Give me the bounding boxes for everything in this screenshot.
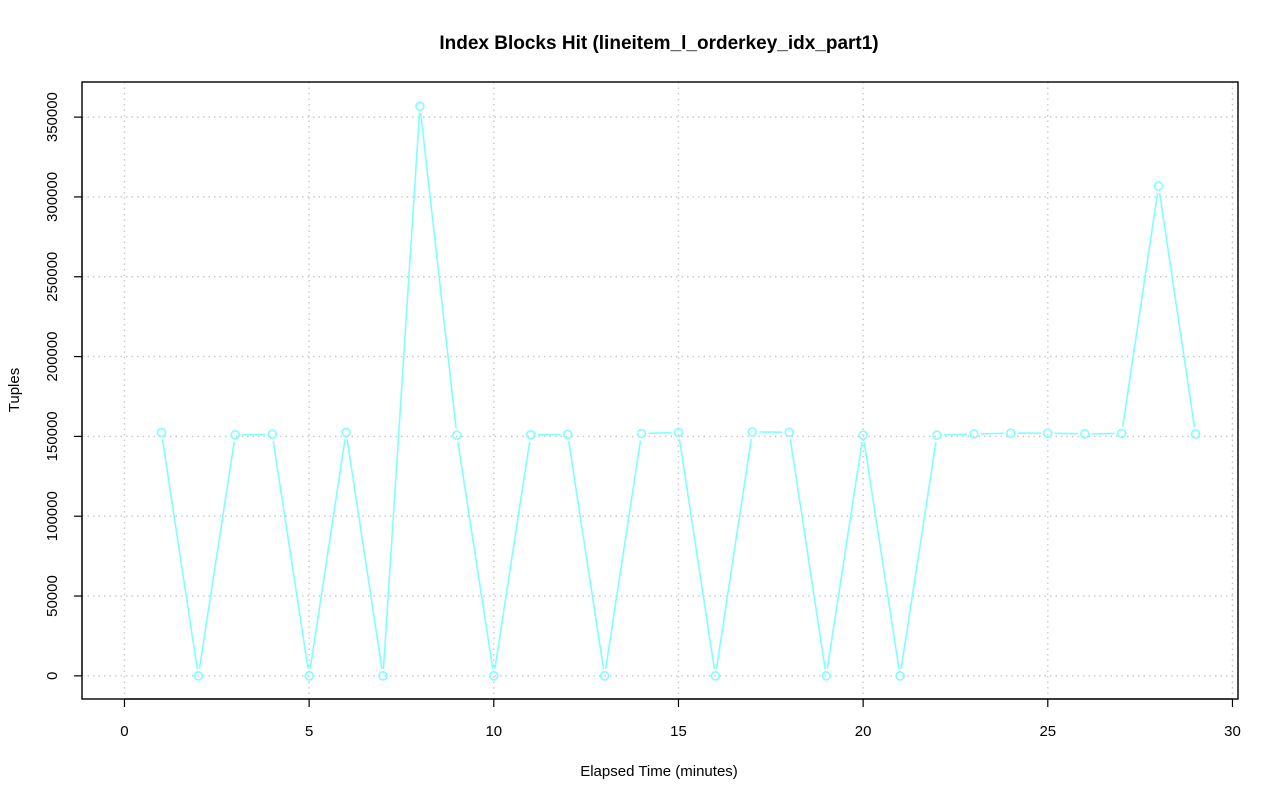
series-0-segment-3: [272, 441, 309, 670]
series-0-point-16: [747, 427, 758, 437]
series-0-point-11: [562, 429, 573, 440]
series-0-point-15: [710, 671, 721, 681]
series-0-segment-21: [943, 433, 967, 436]
series-0-segment-7: [419, 113, 457, 429]
y-tick-label-3: 150000: [44, 411, 61, 461]
series-0-point-7: [415, 101, 425, 112]
y-tick-label-7: 350000: [44, 92, 61, 142]
y-axis-label: Tuples: [6, 368, 23, 412]
series-0-point-6: [378, 671, 388, 681]
series-0-point-8: [452, 430, 462, 440]
series-0-point-13: [636, 428, 647, 439]
x-tick-label-3: 15: [670, 723, 687, 740]
series-0-point-23: [1006, 428, 1016, 439]
series-0-point-1: [193, 671, 204, 681]
series-0-point-26: [1116, 428, 1127, 439]
series-0-segment-8: [457, 441, 494, 670]
series-0-point-3: [267, 429, 278, 440]
y-tick-label-6: 300000: [44, 172, 61, 222]
x-tick-label-6: 30: [1224, 723, 1241, 740]
x-tick-label-5: 25: [1039, 723, 1056, 740]
series-0-point-12: [599, 671, 610, 681]
series-0-segment-13: [648, 431, 672, 435]
x-axis-label: Elapsed Time (minutes): [580, 763, 738, 780]
plot-frame: [81, 81, 1239, 700]
series-0-segment-11: [567, 441, 605, 670]
x-tick-label-0: 0: [120, 723, 128, 740]
series-0-segment-5: [346, 439, 383, 670]
series-0-segment-18: [826, 441, 863, 670]
series-0-point-14: [673, 427, 684, 438]
y-tick-label-4: 200000: [44, 332, 61, 382]
series-0-segment-19: [863, 441, 900, 670]
series-0-segment-4: [309, 439, 346, 670]
chart-title: Index Blocks Hit (lineitem_l_orderkey_id…: [439, 33, 878, 54]
y-tick-label-5: 250000: [44, 252, 61, 302]
series-0-segment-1: [198, 441, 236, 670]
series-0-point-9: [489, 671, 499, 681]
series-0-point-28: [1190, 429, 1201, 439]
series-0-point-24: [1042, 428, 1053, 439]
series-0-segment-6: [382, 113, 421, 669]
series-0-segment-12: [604, 440, 642, 670]
series-0-point-18: [821, 671, 831, 681]
series-0-point-19: [858, 430, 868, 440]
x-tick-label-2: 10: [485, 723, 502, 740]
x-tick-label-1: 5: [305, 723, 313, 740]
series-0-point-27: [1153, 181, 1164, 191]
series-0-point-17: [784, 427, 795, 438]
series-0-point-0: [156, 427, 167, 438]
y-tick-label-0: 0: [44, 672, 61, 680]
series-0-point-2: [230, 429, 241, 440]
series-0-point-5: [341, 427, 351, 438]
series-0-segment-14: [678, 439, 716, 670]
series-0-point-22: [969, 429, 979, 439]
series-0-segment-15: [715, 438, 753, 670]
series-0-point-25: [1079, 429, 1090, 439]
series-0-segment-0: [161, 439, 199, 670]
series-0-point-21: [932, 430, 942, 440]
series-0-segment-27: [1158, 192, 1196, 428]
series-layer: [156, 101, 1201, 681]
x-tick-label-4: 20: [855, 723, 872, 740]
series-0-segment-20: [900, 441, 937, 670]
series-0-point-10: [525, 429, 536, 440]
series-0-point-4: [304, 671, 314, 681]
series-0-segment-9: [494, 441, 531, 670]
y-tick-label-1: 50000: [44, 575, 61, 617]
series-0-point-20: [895, 671, 905, 681]
series-0-segment-26: [1121, 192, 1159, 427]
y-tick-label-2: 100000: [44, 491, 61, 541]
series-0-segment-17: [789, 439, 826, 670]
